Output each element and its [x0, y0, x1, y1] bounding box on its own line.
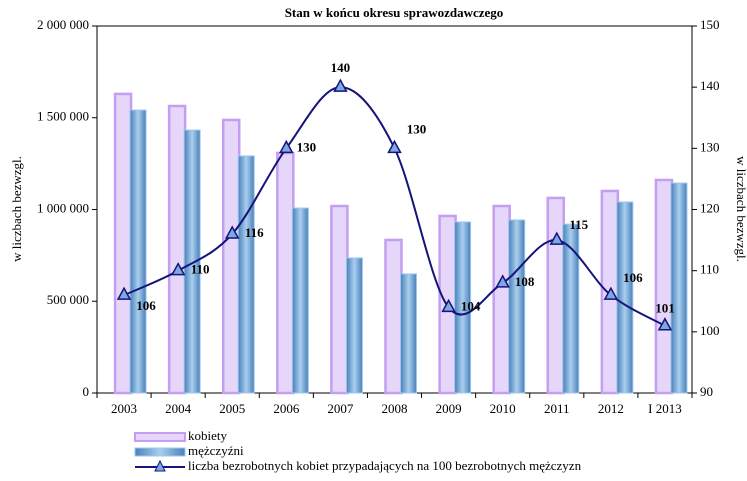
- y-tick-label: 1 500 000: [37, 109, 89, 124]
- x-tick-label: 2006: [273, 401, 300, 416]
- data-label: 140: [331, 60, 351, 75]
- bar: [562, 223, 580, 394]
- x-tick-label: 2008: [382, 401, 408, 416]
- bar: [237, 155, 255, 394]
- y-tick-label: 1 000 000: [37, 200, 89, 215]
- y2-tick-label: 90: [700, 384, 713, 399]
- bar: [129, 109, 147, 394]
- marker: [116, 286, 132, 300]
- y-axis-label: w liczbach bezwzgl.: [9, 156, 24, 262]
- bar: [546, 196, 566, 395]
- x-tick-label: 2009: [436, 401, 462, 416]
- bar: [654, 178, 674, 395]
- marker: [495, 274, 510, 288]
- x-tick-label: 2012: [598, 401, 624, 416]
- data-label: 108: [515, 274, 535, 289]
- data-label: 101: [655, 301, 675, 316]
- chart-title: Stan w końcu okresu sprawozdawczego: [285, 5, 504, 20]
- data-label: 130: [297, 139, 317, 154]
- data-label: 110: [191, 262, 210, 277]
- x-tick-label: I 2013: [648, 401, 682, 416]
- legend-label: liczba bezrobotnych kobiet przypadającyc…: [188, 458, 582, 473]
- marker: [441, 298, 456, 313]
- y-tick-label: 2 000 000: [37, 17, 89, 32]
- legend-swatch: [134, 432, 186, 442]
- y2-tick-label: 100: [700, 323, 720, 338]
- bar: [454, 221, 472, 394]
- marker: [387, 139, 402, 154]
- bar: [291, 207, 309, 394]
- y2-tick-label: 120: [700, 200, 720, 215]
- x-tick-label: 2011: [544, 401, 570, 416]
- data-label: 104: [461, 298, 481, 313]
- legend-marker: [154, 459, 166, 472]
- y2-tick-label: 110: [700, 262, 719, 277]
- x-tick-label: 2004: [165, 401, 192, 416]
- marker: [224, 225, 240, 239]
- legend-label: mężczyźni: [188, 443, 244, 458]
- marker: [170, 262, 186, 276]
- bar: [670, 182, 688, 394]
- x-tick-label: 2005: [219, 401, 245, 416]
- y2-axis-label: w liczbach bezwzgl.: [734, 156, 747, 262]
- bar: [221, 118, 241, 395]
- bar: [345, 257, 363, 394]
- data-label: 115: [569, 217, 588, 232]
- y2-tick-label: 140: [700, 78, 720, 93]
- bar: [400, 273, 417, 394]
- marker: [279, 139, 294, 154]
- bar: [508, 219, 526, 394]
- marker: [333, 78, 348, 92]
- bar: [616, 201, 634, 394]
- marker: [549, 231, 565, 245]
- x-tick-label: 2010: [490, 401, 516, 416]
- bar: [167, 104, 187, 395]
- marker: [657, 317, 673, 331]
- bar: [183, 129, 201, 394]
- x-tick-label: 2003: [111, 401, 137, 416]
- x-tick-label: 2007: [327, 401, 354, 416]
- data-label: 130: [407, 121, 427, 136]
- bar: [113, 92, 133, 395]
- y-tick-label: 0: [83, 384, 90, 399]
- y-tick-label: 500 000: [47, 292, 89, 307]
- bar: [384, 238, 403, 395]
- data-label: 116: [245, 225, 264, 240]
- bar: [276, 151, 295, 395]
- legend-swatch: [134, 447, 186, 457]
- data-label: 106: [623, 270, 643, 285]
- data-label: 106: [136, 298, 156, 313]
- y2-tick-label: 150: [700, 17, 720, 32]
- bar: [492, 204, 511, 395]
- y2-tick-label: 130: [700, 139, 720, 154]
- bar: [330, 204, 349, 395]
- legend-label: kobiety: [188, 428, 227, 443]
- marker: [603, 286, 619, 300]
